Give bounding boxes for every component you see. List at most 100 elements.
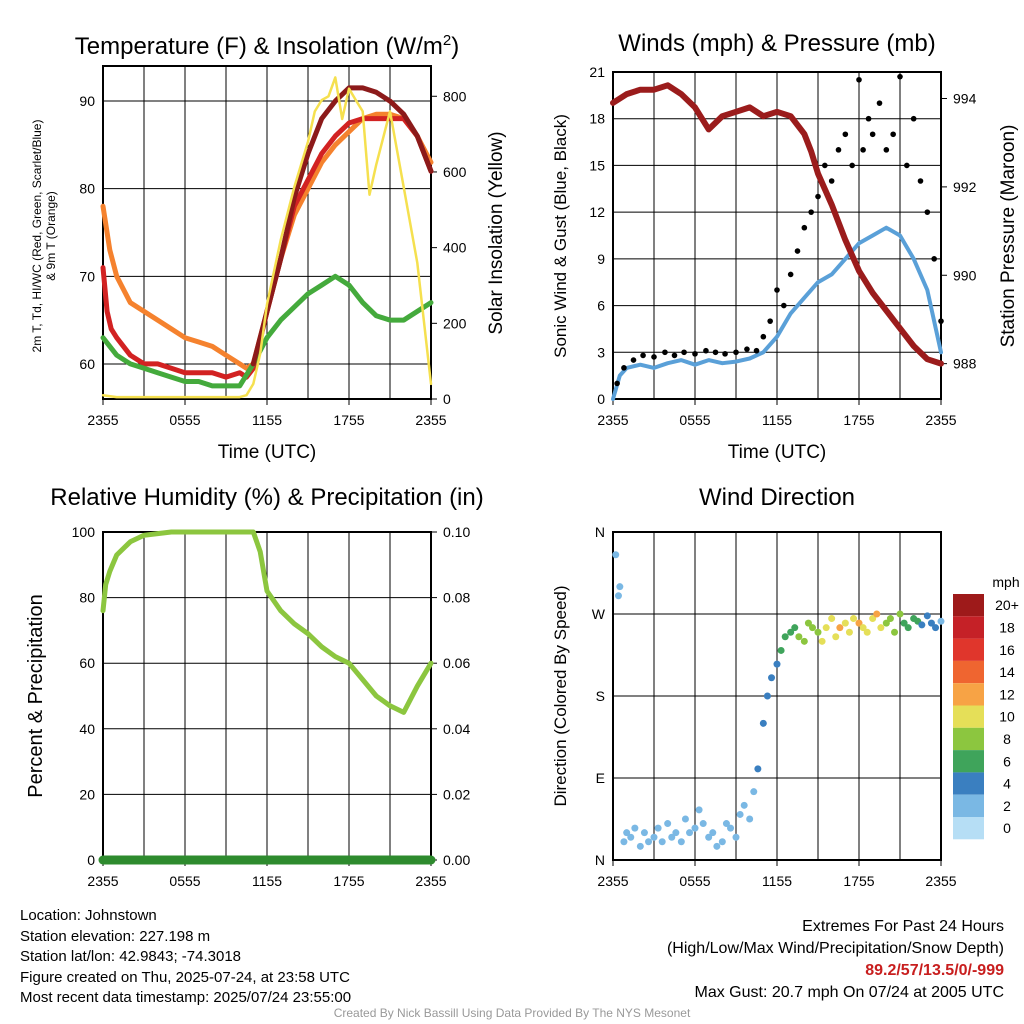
x-tick-label: 0555 bbox=[169, 873, 200, 889]
y-tick-label: 100 bbox=[72, 524, 96, 540]
y-tick-label: N bbox=[595, 852, 605, 868]
colorbar-swatch bbox=[953, 817, 984, 840]
gust-point bbox=[760, 333, 767, 340]
extremes-legend: (High/Low/Max Wind/Precipitation/Snow De… bbox=[666, 940, 1004, 957]
credit-line: Created By Nick Bassill Using Data Provi… bbox=[333, 1006, 691, 1020]
x-tick-label: 1155 bbox=[762, 412, 792, 428]
direction-point bbox=[636, 842, 644, 850]
gust-point bbox=[897, 73, 903, 80]
colorbar-swatch bbox=[953, 683, 984, 706]
y-axis-label: & 9m T (Orange) bbox=[44, 191, 58, 281]
gust-point bbox=[712, 349, 719, 356]
direction-point bbox=[664, 820, 672, 828]
chart-title: Winds (mph) & Pressure (mb) bbox=[618, 30, 935, 57]
direction-point bbox=[640, 829, 648, 837]
y-tick-label: 12 bbox=[589, 204, 605, 220]
direction-point bbox=[777, 646, 785, 654]
direction-point bbox=[869, 615, 877, 623]
y2-tick-label: 0.00 bbox=[443, 852, 470, 868]
direction-point bbox=[927, 619, 935, 627]
y2-tick-label: 990 bbox=[953, 267, 977, 283]
direction-point bbox=[900, 619, 908, 627]
direction-point bbox=[850, 615, 858, 623]
direction-point bbox=[891, 628, 899, 636]
y2-tick-label: 0 bbox=[443, 391, 451, 407]
series-solar-insolation bbox=[101, 76, 433, 399]
direction-point bbox=[937, 617, 945, 625]
direction-point bbox=[645, 838, 653, 846]
direction-point bbox=[677, 838, 685, 846]
gust-point bbox=[890, 131, 896, 138]
y-tick-label: 21 bbox=[589, 64, 605, 80]
gust-point bbox=[931, 256, 937, 262]
panel-2: 0 3 6 9 12 15 18 21 988 990 992 994 2355 0555 1155 1755… bbox=[551, 30, 1019, 463]
panel-1: 60 70 80 90 0 200 400 600 800 2355 0555 1155 1755 235… bbox=[30, 32, 507, 463]
direction-point bbox=[845, 628, 853, 636]
direction-point bbox=[732, 833, 740, 841]
y-tick-label: 9 bbox=[597, 251, 605, 267]
x-tick-label: 1155 bbox=[252, 412, 282, 428]
gust-point bbox=[801, 224, 808, 231]
y-tick-label: 60 bbox=[79, 356, 95, 372]
gust-point bbox=[671, 352, 678, 359]
y2-tick-label: 0.02 bbox=[443, 786, 470, 802]
figure-created: Figure created on Thu, 2025-07-24, at 23… bbox=[20, 968, 350, 986]
plot-frame bbox=[612, 531, 942, 861]
gust-point bbox=[860, 147, 866, 153]
y-tick-label: 15 bbox=[589, 157, 605, 173]
y-tick-label: W bbox=[592, 606, 606, 622]
direction-point bbox=[614, 592, 622, 600]
x-tick-label: 1755 bbox=[843, 873, 874, 889]
y-tick-label: 60 bbox=[79, 655, 95, 671]
gust-point bbox=[835, 147, 842, 153]
gust-point bbox=[681, 349, 687, 356]
gust-point bbox=[733, 349, 739, 356]
direction-point bbox=[886, 615, 894, 623]
direction-point bbox=[759, 719, 767, 727]
direction-point bbox=[773, 660, 781, 668]
direction-point bbox=[631, 824, 639, 832]
y2-tick-label: 988 bbox=[953, 356, 977, 372]
direction-point bbox=[828, 615, 836, 623]
x-tick-label: 2355 bbox=[597, 412, 628, 428]
direction-point bbox=[814, 628, 822, 636]
plot-frame bbox=[102, 65, 432, 400]
colorbar-swatch bbox=[953, 750, 984, 773]
x-tick-label: 1155 bbox=[762, 873, 792, 889]
colorbar-swatch bbox=[953, 638, 984, 661]
y-axis-label: Direction (Colored By Speed) bbox=[551, 585, 570, 806]
x-tick-label: 1155 bbox=[252, 873, 282, 889]
series-td bbox=[100, 273, 434, 389]
direction-point bbox=[722, 820, 730, 828]
direction-point bbox=[746, 815, 754, 823]
y2-tick-label: 992 bbox=[953, 179, 977, 195]
y2-tick-label: 600 bbox=[443, 164, 467, 180]
x-tick-label: 0555 bbox=[679, 412, 710, 428]
direction-point bbox=[795, 633, 803, 641]
y2-tick-label: 0.04 bbox=[443, 721, 470, 737]
y-axis-label: Sonic Wind & Gust (Blue, Black) bbox=[551, 114, 570, 358]
direction-point bbox=[809, 624, 817, 632]
x-tick-label: 0555 bbox=[169, 412, 200, 428]
direction-point bbox=[623, 829, 631, 837]
direction-point bbox=[882, 619, 890, 627]
y-tick-label: 90 bbox=[79, 93, 95, 109]
gust-point bbox=[767, 318, 773, 324]
y-tick-label: 20 bbox=[79, 786, 95, 802]
gust-point bbox=[744, 346, 750, 352]
direction-point bbox=[836, 624, 844, 632]
gust-point bbox=[808, 209, 814, 215]
x-tick-label: 1755 bbox=[843, 412, 874, 428]
colorbar-swatch bbox=[953, 616, 984, 639]
gust-point bbox=[630, 357, 637, 363]
direction-point bbox=[841, 619, 849, 627]
y-tick-label: 70 bbox=[79, 268, 95, 284]
direction-point bbox=[818, 637, 826, 645]
colorbar-label: 10 bbox=[999, 709, 1015, 725]
colorbar-label: 2 bbox=[1003, 798, 1011, 814]
direction-point bbox=[709, 829, 717, 837]
panel-3: 0 20 40 60 80 100 0.00 0.02 0.04 0.06 0.08 0.10 2355… bbox=[25, 484, 484, 889]
gust-point bbox=[904, 162, 910, 169]
colorbar-label: 16 bbox=[999, 642, 1015, 658]
gust-point bbox=[787, 271, 794, 278]
